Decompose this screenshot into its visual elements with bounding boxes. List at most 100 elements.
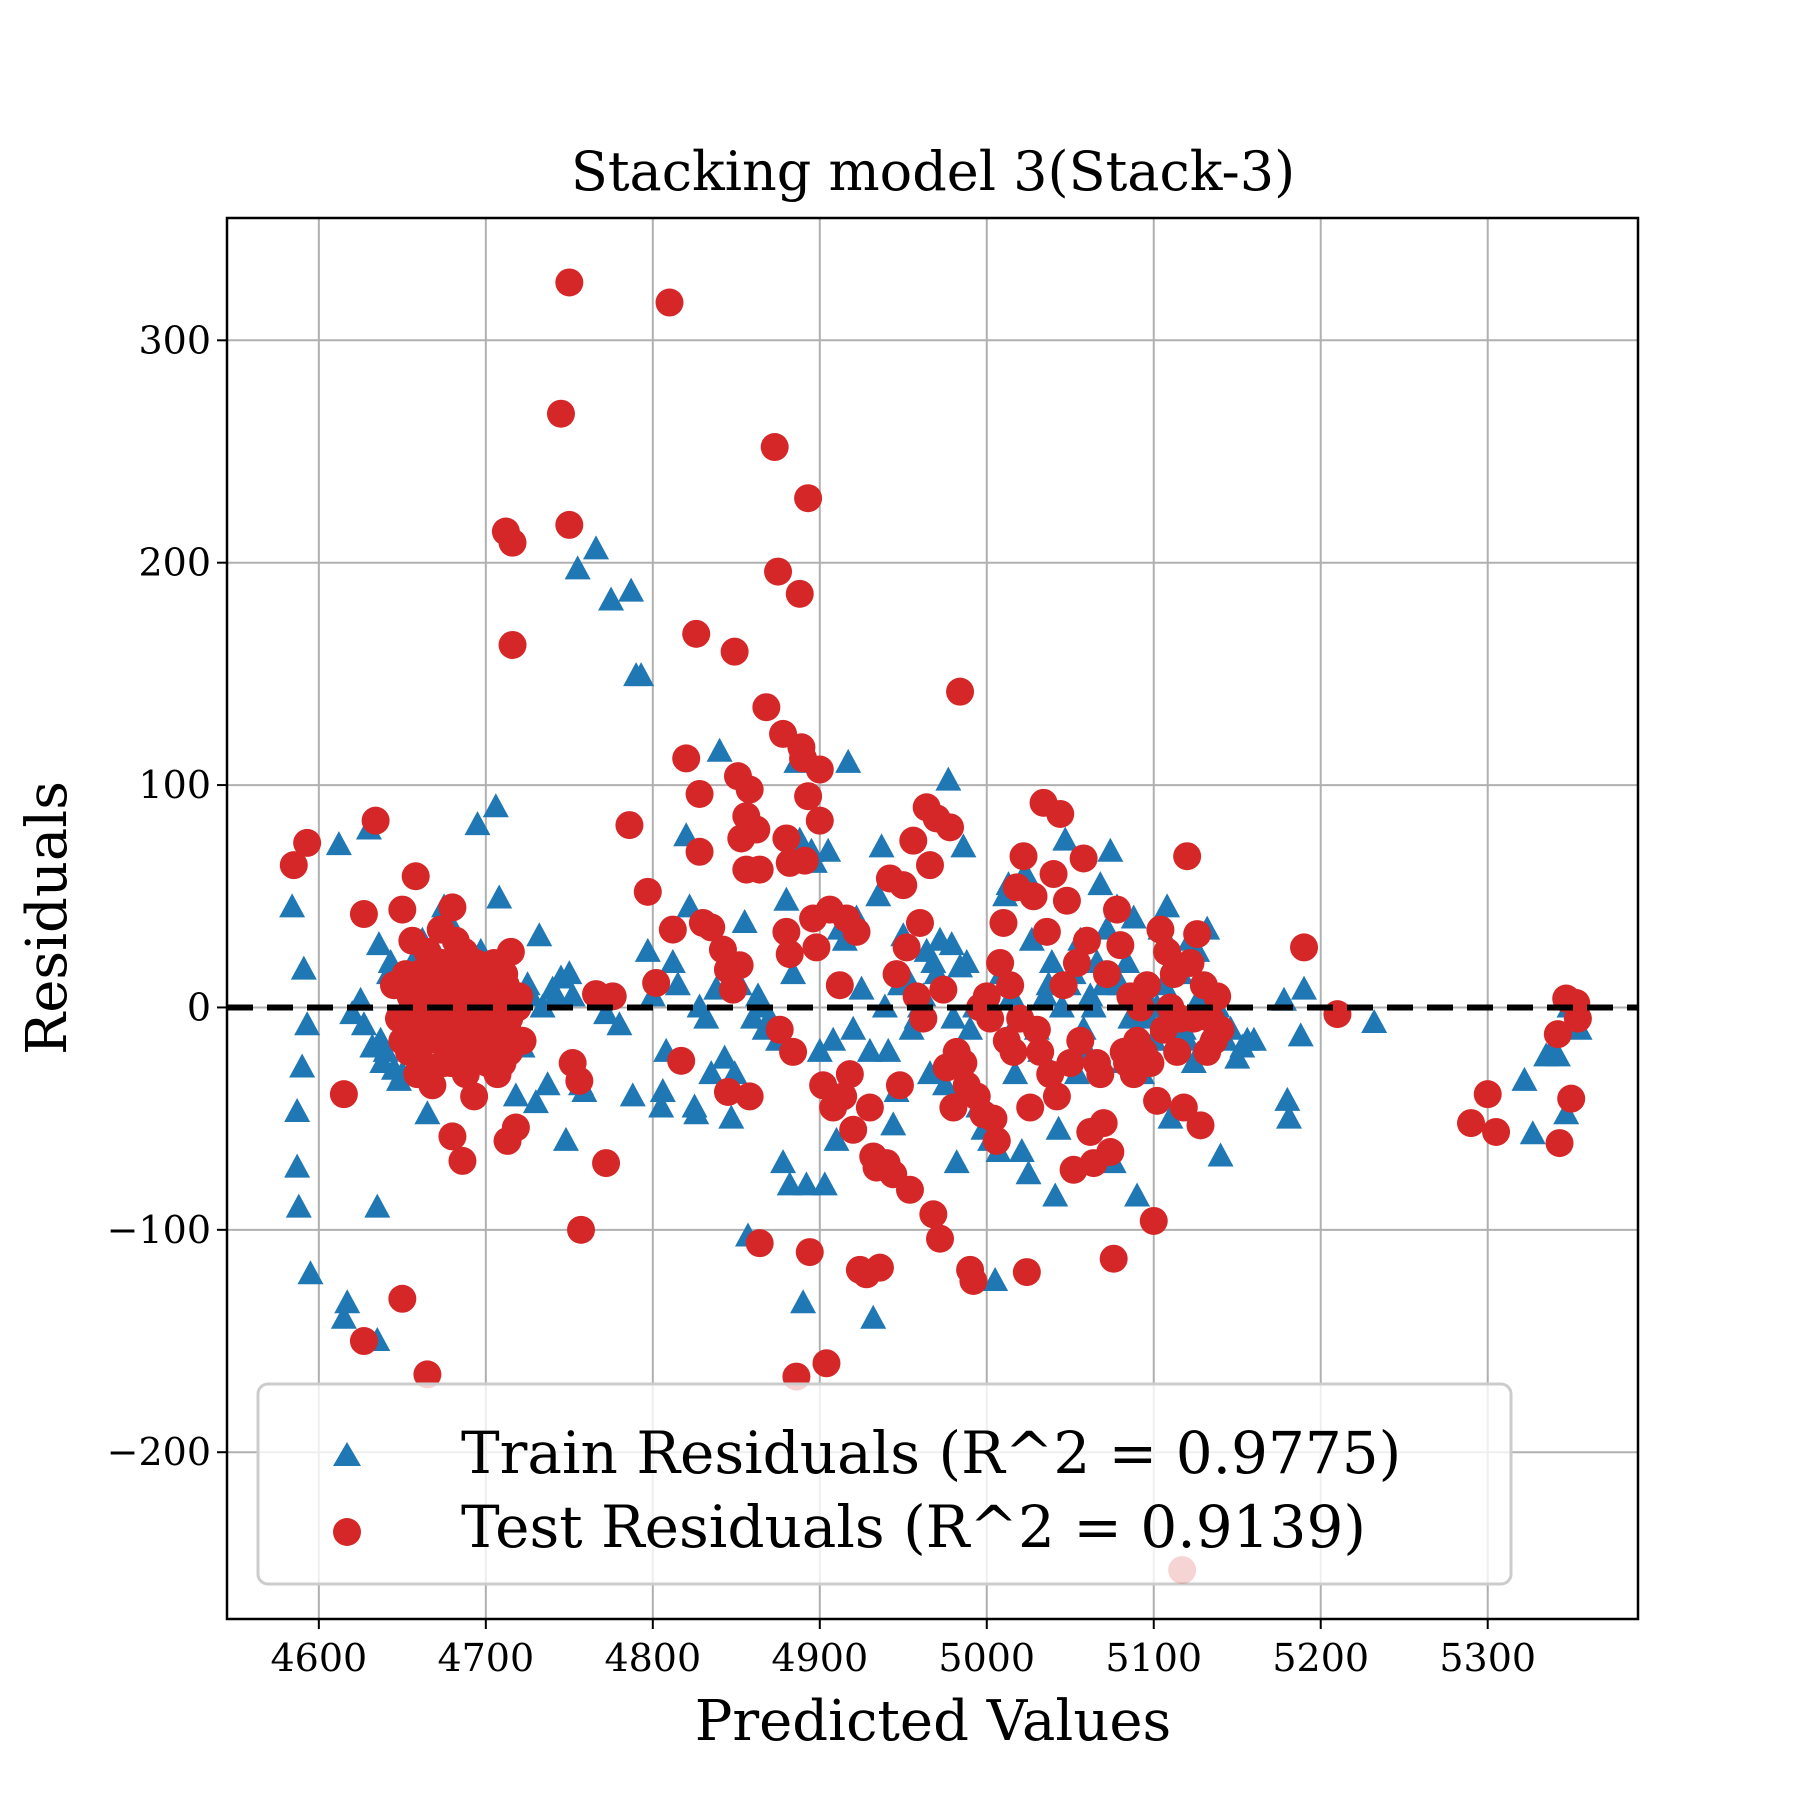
test-residual-point <box>1103 895 1132 924</box>
test-residual-point <box>1482 1117 1511 1146</box>
train-residual-point <box>284 1097 311 1122</box>
test-residual-point <box>460 1082 489 1111</box>
test-residual-point <box>812 1349 841 1378</box>
train-residual-point <box>486 884 513 909</box>
test-residual-point <box>426 915 455 944</box>
test-residual-point <box>565 1066 594 1095</box>
test-residual-point <box>361 806 390 835</box>
train-residual-point <box>880 1111 907 1136</box>
train-residual-point <box>935 766 962 791</box>
test-residual-point <box>926 1224 955 1253</box>
train-residual-point <box>325 831 352 856</box>
train-residual-point <box>953 948 980 973</box>
test-residual-point <box>1206 1015 1235 1044</box>
train-residual-point <box>1008 1138 1035 1162</box>
test-residual-point <box>905 908 934 937</box>
train-residual-point <box>1276 1104 1303 1129</box>
test-residual-point <box>772 824 801 853</box>
test-residual-point <box>720 637 749 666</box>
train-residual-point <box>957 1015 984 1040</box>
train-residual-point <box>943 1149 970 1174</box>
test-residual-point <box>895 1175 924 1204</box>
y-tick-label: 200 <box>138 541 211 585</box>
train-residual-point <box>1002 1060 1029 1085</box>
test-residual-point <box>445 971 474 1000</box>
x-tick-label: 4600 <box>270 1636 367 1680</box>
test-residual-point <box>825 971 854 1000</box>
test-residual-point <box>1323 1000 1352 1029</box>
test-residual-point <box>1049 971 1078 1000</box>
test-residual-point <box>790 846 819 875</box>
test-residual-point <box>1042 1082 1071 1111</box>
test-residual-point <box>1186 1111 1215 1140</box>
train-residual-point <box>932 1071 959 1096</box>
train-residual-point <box>793 1171 820 1196</box>
train-residual-point <box>698 1060 725 1085</box>
train-residual-point <box>534 1071 561 1096</box>
test-residual-point <box>400 993 429 1022</box>
train-residual-point <box>1018 926 1045 951</box>
test-residual-point <box>1457 1109 1486 1138</box>
test-residual-point <box>1173 842 1202 871</box>
train-residual-point <box>1124 1182 1151 1207</box>
train-residual-point <box>339 1000 366 1025</box>
test-residual-point <box>592 1149 621 1178</box>
train-residual-point <box>294 1011 321 1036</box>
train-residual-point <box>865 882 892 907</box>
train-residual-point <box>1240 1026 1267 1051</box>
test-residual-point <box>1169 1093 1198 1122</box>
test-residual-point <box>919 1200 948 1229</box>
test-residual-point <box>949 1049 978 1078</box>
test-residual-point <box>835 1060 864 1089</box>
test-residual-point <box>1092 960 1121 989</box>
test-residual-point <box>1086 1060 1115 1089</box>
train-residual-point <box>1519 1120 1546 1145</box>
train-residual-point <box>1361 1009 1388 1034</box>
test-residual-point <box>929 975 958 1004</box>
test-residual-point <box>555 268 584 297</box>
train-residual-point <box>938 931 965 956</box>
test-residual-point <box>1203 982 1232 1011</box>
test-residual-point <box>839 1115 868 1144</box>
test-residual-point <box>685 779 714 808</box>
train-residual-point <box>482 793 509 818</box>
train-residual-point <box>780 960 807 985</box>
train-residual-point <box>840 1015 867 1040</box>
test-residual-point <box>667 1046 696 1075</box>
test-residual-point <box>1032 917 1061 946</box>
test-residual-point <box>735 1082 764 1111</box>
test-residual-point <box>1072 926 1101 955</box>
train-residual-point <box>706 737 733 762</box>
x-tick-label: 5100 <box>1105 1636 1202 1680</box>
train-residual-point <box>1048 993 1075 1018</box>
y-axis-ticks: −200 −100 0 100 200 300 <box>107 318 227 1474</box>
test-residual-point <box>1016 1093 1045 1122</box>
test-residual-point <box>388 1284 417 1313</box>
train-residual-point <box>856 1037 883 1062</box>
train-residual-point <box>1291 975 1318 1000</box>
legend-test-marker <box>333 1518 361 1546</box>
test-residual-point <box>713 1077 742 1106</box>
test-residual-point <box>805 755 834 784</box>
test-residuals-series <box>279 268 1592 1391</box>
test-residual-point <box>1046 799 1075 828</box>
test-residual-point <box>697 913 726 942</box>
test-residual-point <box>349 1327 378 1356</box>
test-residual-point <box>642 968 671 997</box>
test-residual-point <box>438 893 467 922</box>
test-residual-point <box>865 1253 894 1282</box>
train-residual-point <box>811 1171 838 1196</box>
train-residual-point <box>1052 826 1079 851</box>
test-residual-point <box>764 557 793 586</box>
train-residual-point <box>628 662 655 687</box>
test-residual-point <box>1099 1244 1128 1273</box>
train-residual-point <box>940 1004 967 1029</box>
train-residual-point <box>1045 1115 1072 1140</box>
chart-title: Stacking model 3(Stack-3) <box>571 140 1295 203</box>
test-residual-point <box>1557 1084 1586 1113</box>
test-residual-point <box>496 937 525 966</box>
test-residual-point <box>855 1093 884 1122</box>
train-residual-point <box>664 971 691 996</box>
plot-area-frame <box>225 216 1640 1621</box>
